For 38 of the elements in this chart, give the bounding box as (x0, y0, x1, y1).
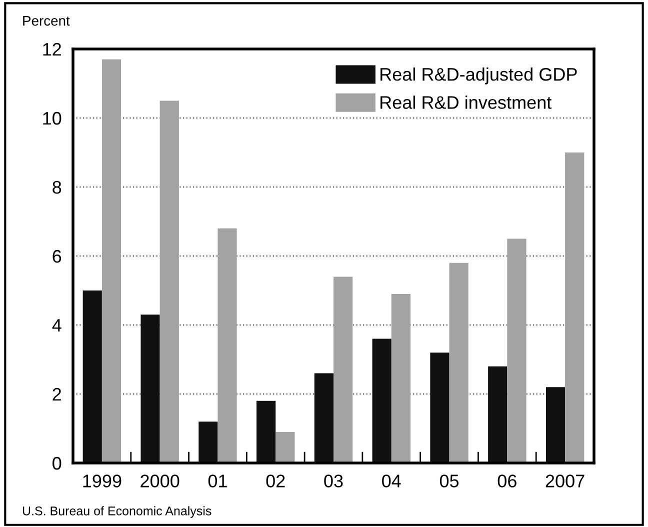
bar (449, 262, 468, 463)
y-tick-label: 12 (43, 42, 61, 56)
bar (565, 152, 584, 463)
x-tick-label: 01 (208, 474, 227, 488)
bar (334, 276, 353, 463)
x-tick-label: 04 (382, 474, 401, 488)
bar (546, 387, 566, 463)
bar (160, 100, 179, 463)
bar (507, 238, 526, 463)
x-tick-label: 2000 (140, 474, 180, 488)
x-tick-label: 02 (266, 474, 285, 488)
bar (430, 352, 450, 463)
bar (391, 294, 410, 463)
bar (314, 373, 334, 463)
y-tick-label: 4 (52, 319, 62, 332)
legend-label: Real R&D-adjusted GDP (380, 68, 577, 84)
y-axis-title: Percent (23, 16, 70, 26)
text: U.S. Bureau of Economic Analysis (22, 506, 212, 518)
y-tick-label: 6 (52, 250, 62, 263)
bar (218, 228, 237, 463)
bar (82, 290, 102, 463)
bar (256, 400, 276, 463)
x-tick-label: 2007 (546, 474, 584, 488)
y-tick-label: 10 (43, 112, 62, 125)
bar (140, 314, 160, 463)
bar (198, 422, 218, 463)
y-tick-label: 8 (52, 180, 62, 194)
bar (488, 366, 508, 463)
bar (276, 432, 295, 463)
bar (372, 338, 392, 463)
y-tick-label: 0 (52, 456, 62, 470)
bar (102, 59, 122, 463)
x-tick-label: 05 (440, 474, 459, 488)
y-tick-label: 2 (52, 388, 61, 401)
legend-label: Real R&D investment (380, 96, 552, 109)
x-tick-label: 03 (324, 474, 343, 488)
x-tick-label: 1999 (83, 474, 122, 488)
x-tick-label: 06 (498, 474, 516, 488)
